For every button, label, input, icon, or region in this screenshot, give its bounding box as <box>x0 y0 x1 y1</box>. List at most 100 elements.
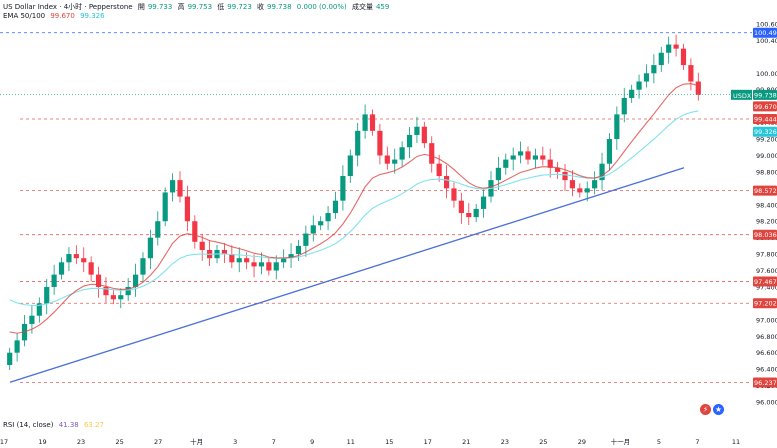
candle-body <box>577 188 583 193</box>
candle-body <box>673 44 679 49</box>
candle-body <box>362 114 368 131</box>
y-tick-label: 100.000 <box>756 70 777 78</box>
candle-body <box>118 295 124 300</box>
us-flag-icon[interactable]: ★ <box>713 404 724 415</box>
x-tick-label: 11 <box>732 438 740 446</box>
candle-body <box>7 352 13 366</box>
y-tick-label: 99.000 <box>756 152 777 160</box>
candle-body <box>273 262 279 271</box>
price-label-bg <box>753 101 777 112</box>
candle-body <box>295 245 302 255</box>
x-tick-label: 7 <box>272 438 276 446</box>
candle-body <box>258 262 265 267</box>
candle-body <box>569 180 576 189</box>
y-tick-label: 98.200 <box>756 218 777 226</box>
price-label-bg <box>753 113 777 124</box>
x-tick-label: 23 <box>77 438 85 446</box>
change-value: 0.000 (0.00%) <box>296 3 347 11</box>
price-label: 98.036 <box>754 231 777 239</box>
candle-body <box>547 159 553 168</box>
x-tick-label: 25 <box>115 438 123 446</box>
candle-body <box>340 176 346 201</box>
ema100-value: 99.326 <box>80 12 105 20</box>
candle-body <box>666 44 672 53</box>
symbol-label[interactable]: US Dollar Index · 4小时 · Pepperstone <box>3 3 133 11</box>
candle-body <box>599 163 605 181</box>
candle-body <box>310 225 316 234</box>
candle-body <box>147 237 153 259</box>
candle-body <box>162 192 168 222</box>
candle-body <box>606 139 613 164</box>
candle-body <box>384 155 390 164</box>
candle-body <box>303 233 309 246</box>
x-tick-label: 17 <box>0 438 8 446</box>
candle-body <box>288 254 294 259</box>
high-label: 高 <box>177 3 185 11</box>
y-tick-label: 96.800 <box>756 333 777 341</box>
candle-body <box>244 258 250 263</box>
price-label-bg <box>753 126 777 137</box>
x-tick-label: 9 <box>310 438 314 446</box>
candle-body <box>592 180 598 189</box>
low-value: 99.723 <box>227 3 252 11</box>
candle-body <box>495 167 501 181</box>
trendline[interactable] <box>9 167 685 383</box>
candle-body <box>125 286 131 296</box>
symbol-tag: USDX <box>733 92 752 100</box>
x-tick-label: 27 <box>154 438 162 446</box>
x-tick-label: 7 <box>695 438 699 446</box>
candle-body <box>281 258 287 263</box>
price-label: 97.467 <box>754 278 777 286</box>
x-tick-label: 21 <box>462 438 470 446</box>
x-tick-label: 29 <box>578 438 586 446</box>
y-tick-label: 96.000 <box>756 399 777 407</box>
candle-body <box>266 262 272 271</box>
x-tick-label: 11 <box>347 438 355 446</box>
ema50-line <box>9 83 699 334</box>
candle-body <box>347 155 353 177</box>
candle-body <box>36 303 42 316</box>
candle-body <box>81 258 87 263</box>
open-value: 99.733 <box>147 3 173 11</box>
candle-body <box>192 221 198 242</box>
candle-body <box>414 126 420 135</box>
candle-body <box>399 147 405 160</box>
candle-body <box>584 188 590 193</box>
candle-body <box>170 180 176 193</box>
price-label: 99.670 <box>754 103 777 111</box>
lightning-icon[interactable]: ⚡ <box>700 404 711 415</box>
y-tick-label: 97.400 <box>756 283 777 291</box>
candle-body <box>443 176 450 189</box>
candle-body <box>44 286 50 304</box>
candle-body <box>629 89 635 98</box>
candle-body <box>140 258 146 275</box>
y-tick-label: 99.200 <box>756 136 777 144</box>
price-label: 97.202 <box>754 300 777 308</box>
price-label-bg <box>753 276 777 287</box>
volume-label: 成交量 <box>351 3 373 11</box>
price-label: 98.572 <box>754 187 777 195</box>
candle-body <box>155 221 161 238</box>
candle-body <box>525 151 531 160</box>
ema-legend[interactable]: EMA 50/100 99.670 99.326 <box>3 12 108 20</box>
candle-body <box>503 159 509 168</box>
candle-body <box>436 163 442 177</box>
candle-body <box>562 171 568 181</box>
candle-body <box>51 274 57 287</box>
candle-body <box>458 200 464 213</box>
candle-body <box>110 295 116 300</box>
candle-body <box>406 134 413 148</box>
candle-body <box>688 65 694 82</box>
candle-body <box>680 48 687 66</box>
rsi-legend[interactable]: RSI (14, close) 41.38 63.27 <box>3 421 107 429</box>
candle-body <box>532 155 538 160</box>
rsi-label: RSI (14, close) <box>3 421 54 429</box>
price-label-bg <box>753 377 777 388</box>
candle-body <box>332 200 339 213</box>
open-label: 開 <box>137 3 145 11</box>
candle-body <box>392 159 398 164</box>
close-value: 99.738 <box>267 3 292 11</box>
y-tick-label: 97.600 <box>756 267 777 275</box>
y-tick-label: 97.800 <box>756 251 777 259</box>
